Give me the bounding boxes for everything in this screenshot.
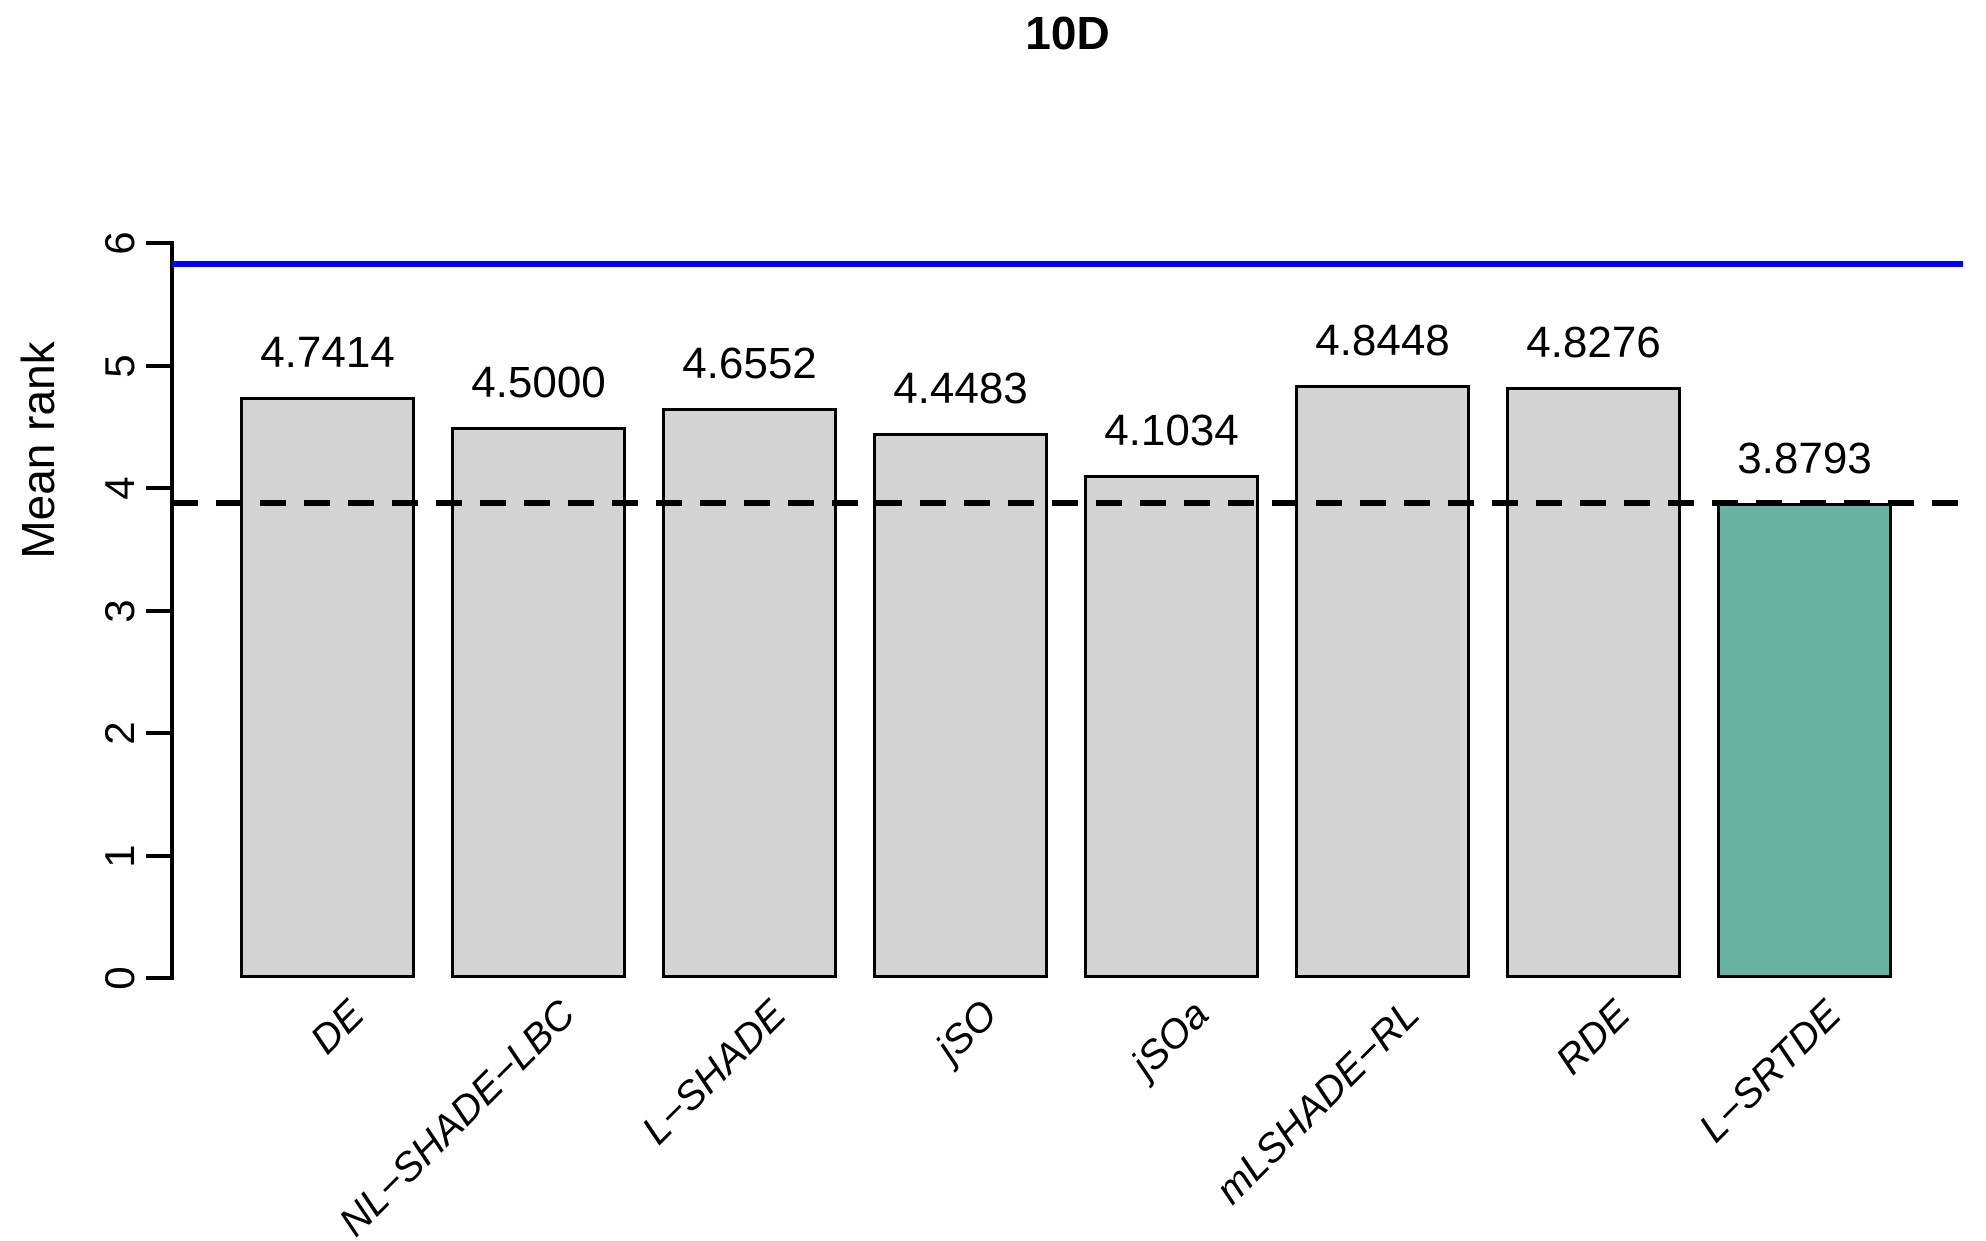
x-category-label: jSO <box>927 992 1006 1071</box>
bar-value-label: 4.6552 <box>682 338 817 388</box>
bar-NL−SHADE−LBC <box>451 426 626 978</box>
bar-value-label: 4.1034 <box>1104 406 1239 456</box>
x-category-label: DE <box>302 992 373 1063</box>
y-tick-mark <box>146 241 172 245</box>
y-tick-mark <box>146 976 172 980</box>
y-tick-label: 1 <box>96 843 143 868</box>
best-rank-reference-line <box>172 499 1963 506</box>
y-tick-label: 3 <box>96 598 143 623</box>
x-category-label: L−SRTDE <box>1690 992 1850 1151</box>
bar-value-label: 4.5000 <box>471 357 606 407</box>
y-tick-label: 0 <box>96 966 143 990</box>
y-tick-mark <box>146 363 172 368</box>
x-category-label: L−SHADE <box>633 992 795 1153</box>
y-tick-label: 4 <box>96 476 143 500</box>
y-tick-label: 2 <box>96 721 143 745</box>
x-category-label: mLSHADE−RL <box>1207 992 1428 1213</box>
y-tick-mark <box>146 486 172 490</box>
x-category-label: RDE <box>1547 992 1639 1083</box>
y-tick-label: 5 <box>96 353 143 378</box>
bar-value-label: 4.8448 <box>1315 315 1450 365</box>
bar-jSO <box>873 433 1048 978</box>
x-category-label: NL−SHADE−LBC <box>330 992 584 1241</box>
y-tick-label: 6 <box>96 231 143 255</box>
bar-mLSHADE−RL <box>1295 384 1470 978</box>
bar-jSOa <box>1084 475 1259 978</box>
bar-L−SHADE <box>662 407 837 978</box>
bar-value-label: 4.4483 <box>893 364 1028 414</box>
chart-title: 10D <box>1025 7 1110 59</box>
bar-DE <box>240 397 415 978</box>
y-axis-line <box>170 241 174 980</box>
y-tick-mark <box>146 731 172 735</box>
y-tick-mark <box>146 853 172 858</box>
y-tick-mark <box>146 608 172 613</box>
x-category-label: jSOa <box>1122 992 1217 1087</box>
bar-value-label: 3.8793 <box>1737 433 1872 483</box>
bar-RDE <box>1506 386 1681 978</box>
bar-L−SRTDE <box>1717 502 1892 978</box>
bar-value-label: 4.8276 <box>1526 317 1661 367</box>
y-axis-label: Mean rank <box>12 341 64 559</box>
bar-value-label: 4.7414 <box>260 328 395 378</box>
upper-reference-line <box>172 260 1963 267</box>
